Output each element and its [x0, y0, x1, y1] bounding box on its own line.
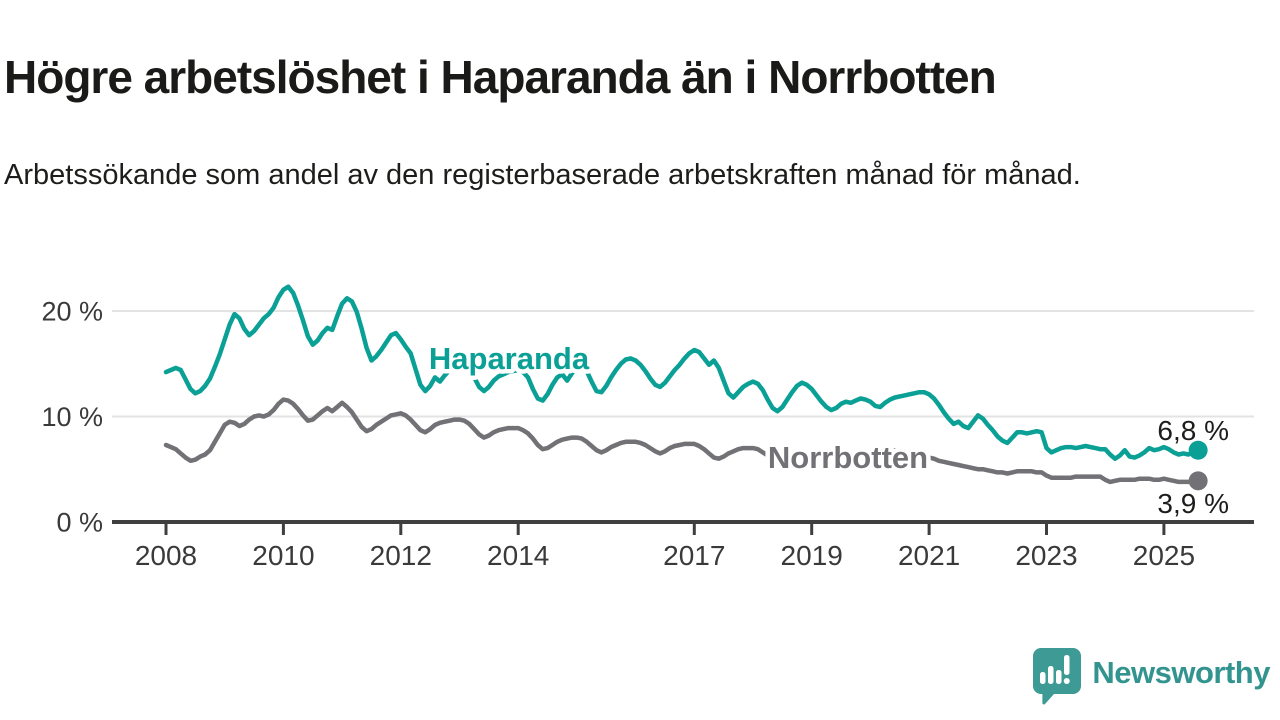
- x-axis-tick-label: 2019: [781, 540, 843, 571]
- end-value-label-norrbotten: 3,9 %: [1157, 488, 1229, 519]
- y-axis-tick-label: 20 %: [41, 296, 103, 326]
- series-line-norrbotten: [163, 397, 1201, 485]
- y-axis-tick-label: 10 %: [41, 402, 103, 432]
- x-axis-tick-label: 2025: [1133, 540, 1195, 571]
- series-lines: [163, 284, 1208, 491]
- y-axis-tick-label: 0 %: [56, 508, 103, 538]
- x-axis-tick-label: 2008: [135, 540, 197, 571]
- series-label-haparanda: Haparanda: [429, 341, 590, 376]
- series-end-dot-norrbotten: [1188, 471, 1208, 491]
- series-line-haparanda: [163, 284, 1201, 461]
- series-label-norrbotten: Norrbotten: [768, 440, 928, 475]
- x-axis-tick-label: 2010: [252, 540, 314, 571]
- newsworthy-logo-icon: [1033, 648, 1082, 705]
- series-end-dot-haparanda: [1188, 440, 1208, 460]
- page-title: Högre arbetslöshet i Haparanda än i Norr…: [4, 50, 997, 103]
- newsworthy-wordmark: Newsworthy: [1092, 655, 1270, 690]
- chart-labels: 0 % 10 % 20 % 6,8 % 3,9 % Haparanda Norrbotten: [41, 296, 1229, 537]
- x-axis-tick-label: 2012: [370, 540, 432, 571]
- chart-subtitle: Arbetssökande som andel av den registerb…: [4, 159, 1081, 191]
- x-axis-tick-label: 2017: [663, 540, 725, 571]
- end-value-label-haparanda: 6,8 %: [1157, 415, 1229, 446]
- newsworthy-branding: Newsworthy: [1030, 646, 1270, 706]
- x-axis-tick-label: 2021: [898, 540, 960, 571]
- x-axis-tick-label: 2023: [1015, 540, 1077, 571]
- x-axis: 2008 2010 2012 2014 2017 2019 2021 2023 2025: [112, 520, 1254, 571]
- x-axis-tick-label: 2014: [487, 540, 549, 571]
